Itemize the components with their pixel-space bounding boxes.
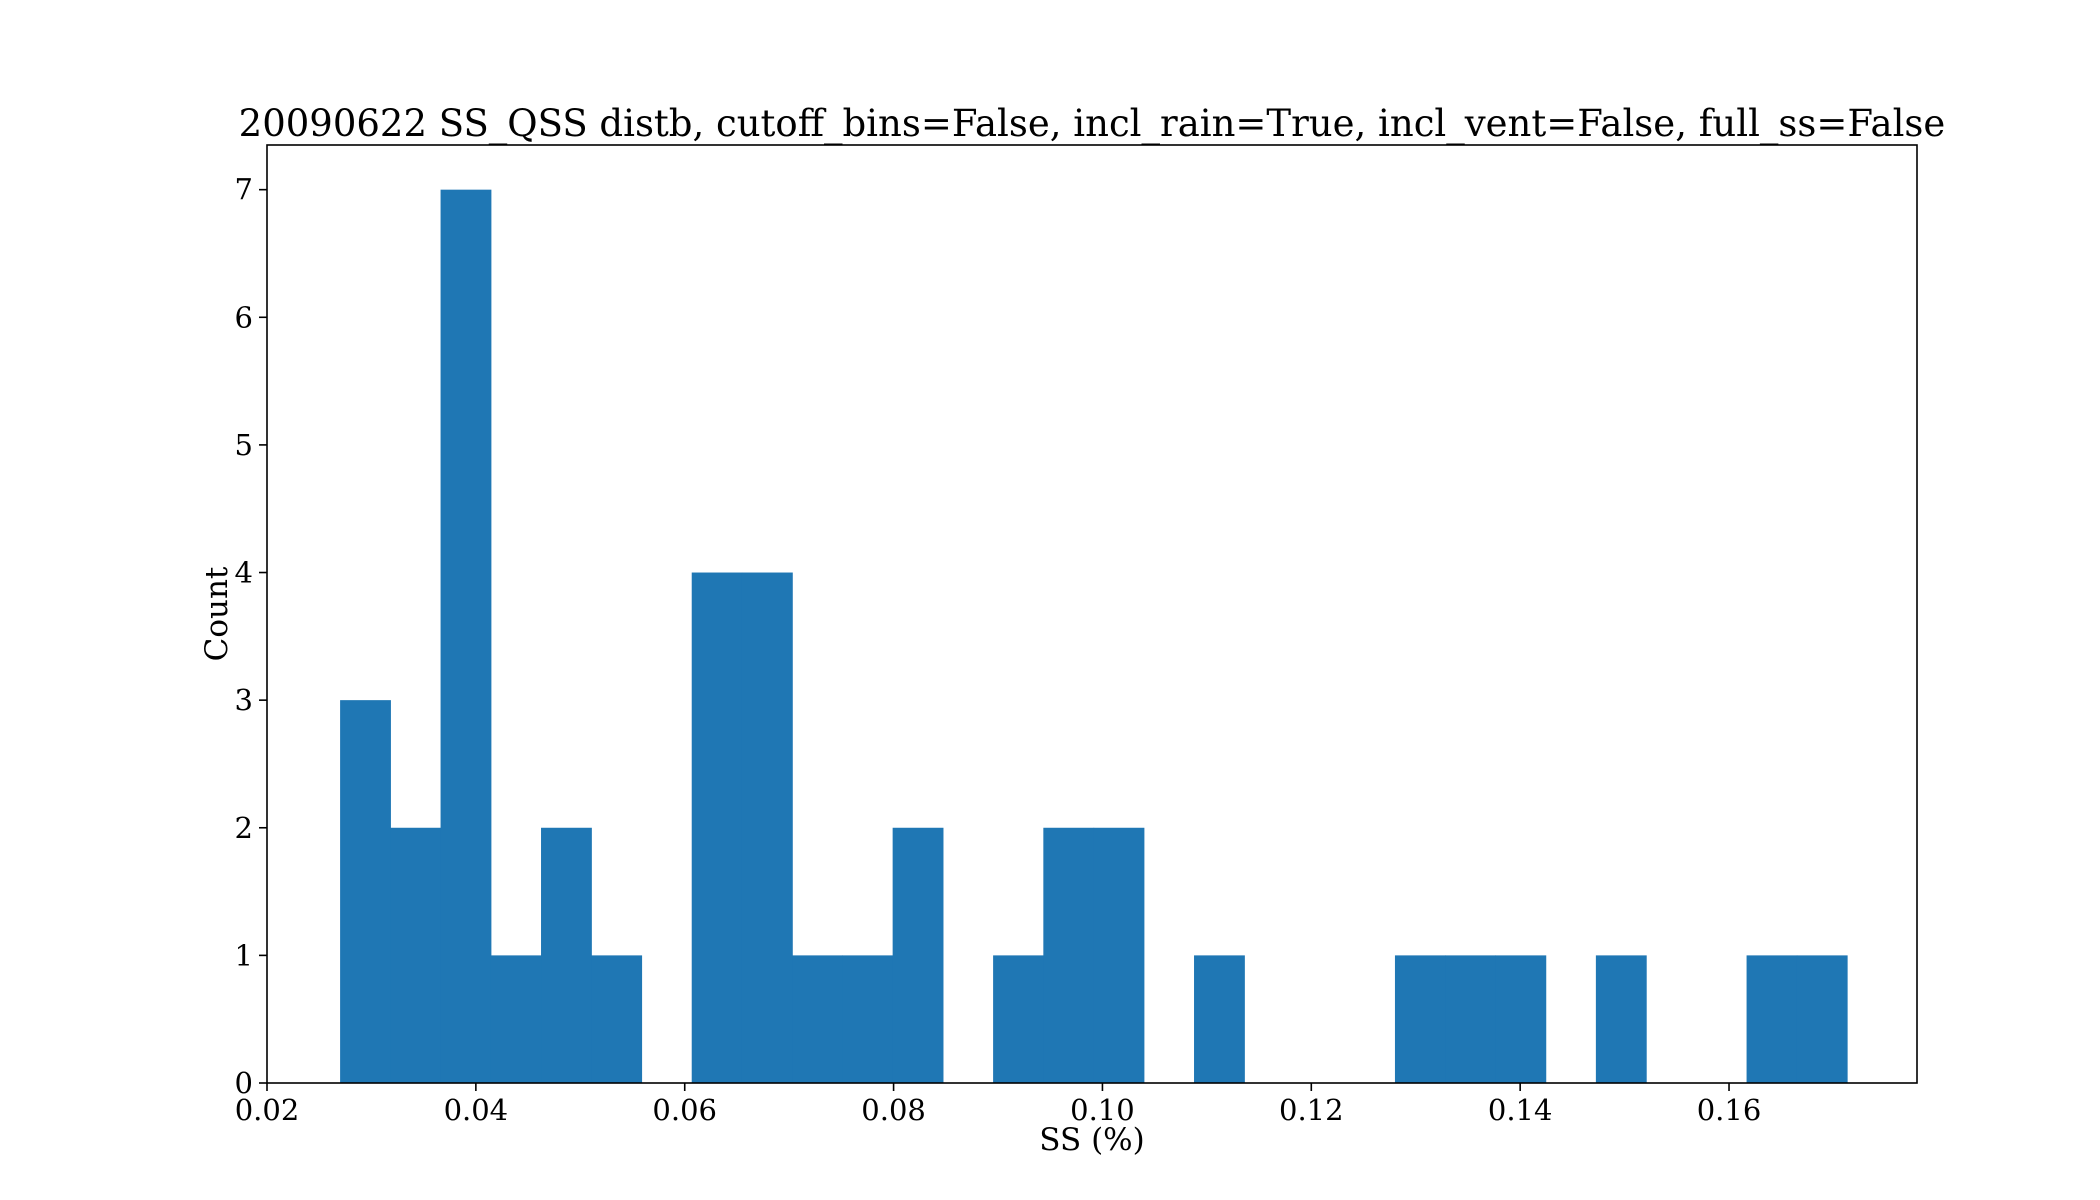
histogram-bar xyxy=(1796,955,1848,1083)
histogram-bar xyxy=(1394,955,1446,1083)
histogram-bar xyxy=(440,189,492,1083)
x-axis-label: SS (%) xyxy=(1039,1122,1144,1158)
histogram-bar xyxy=(390,827,442,1083)
histogram-bar xyxy=(792,955,844,1083)
histogram-bar xyxy=(1093,827,1145,1083)
histogram-bar xyxy=(1194,955,1245,1083)
x-axis-ticks: 0.02 0.04 0.06 0.08 0.10 0.12 0.14 0.16 xyxy=(235,1083,1762,1127)
histogram-bar xyxy=(1043,827,1095,1083)
y-tick-label: 1 xyxy=(235,938,253,972)
histogram-bar xyxy=(1445,955,1497,1083)
x-tick-label: 0.02 xyxy=(235,1093,300,1127)
plot-frame xyxy=(266,144,1918,1084)
chart-title: 20090622 SS_QSS distb, cutoff_bins=False… xyxy=(239,102,1946,146)
x-tick-label: 0.08 xyxy=(861,1093,926,1127)
x-tick-label: 0.14 xyxy=(1488,1093,1553,1127)
histogram-bar xyxy=(691,572,743,1083)
histogram-bar xyxy=(541,827,592,1083)
histogram-bar xyxy=(340,700,391,1083)
histogram-bar xyxy=(993,955,1044,1083)
x-tick-label: 0.04 xyxy=(444,1093,509,1127)
x-tick-label: 0.10 xyxy=(1070,1093,1135,1127)
y-tick-label: 4 xyxy=(235,556,253,590)
x-tick-label: 0.06 xyxy=(652,1093,717,1127)
histogram-bar xyxy=(892,827,944,1083)
histogram-bar xyxy=(741,572,793,1083)
histogram-bar xyxy=(1495,955,1547,1083)
bars-group xyxy=(340,189,1848,1083)
x-tick-label: 0.16 xyxy=(1697,1093,1762,1127)
y-tick-label: 7 xyxy=(235,173,253,207)
y-tick-label: 3 xyxy=(235,683,253,717)
y-tick-label: 0 xyxy=(235,1066,253,1100)
histogram-bar xyxy=(1746,955,1798,1083)
y-tick-label: 2 xyxy=(235,811,253,845)
histogram-bar xyxy=(1595,955,1647,1083)
y-axis-ticks: 0 1 2 3 4 5 6 7 xyxy=(235,173,267,1100)
y-tick-label: 6 xyxy=(235,300,253,334)
y-tick-label: 5 xyxy=(235,428,253,462)
x-tick-label: 0.12 xyxy=(1279,1093,1344,1127)
histogram-bar xyxy=(842,955,894,1083)
histogram-bar xyxy=(591,955,643,1083)
histogram-bar xyxy=(490,955,542,1083)
y-axis-label: Count xyxy=(199,566,235,661)
